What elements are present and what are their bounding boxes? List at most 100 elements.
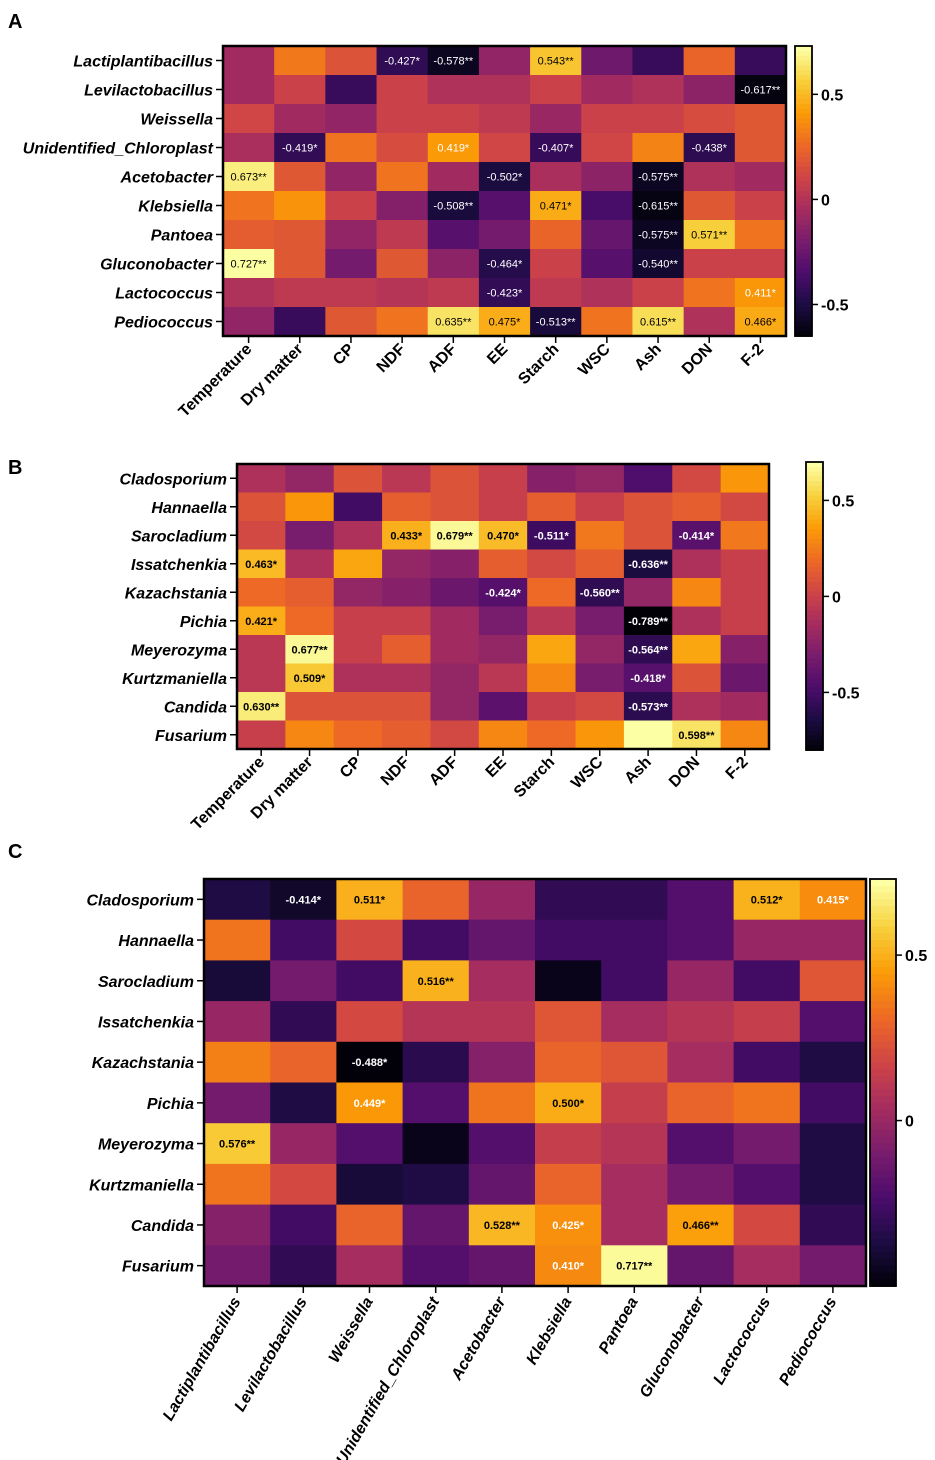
colorbar-segment <box>870 1007 896 1016</box>
colorbar-segment <box>806 553 823 559</box>
cell-value-label: 0.433* <box>390 530 423 542</box>
cell-value-label: 0.509* <box>294 673 327 685</box>
heatmap-cell <box>733 919 801 961</box>
cell-value-label: 0.419* <box>437 143 470 155</box>
heatmap-cell <box>581 162 634 192</box>
heatmap-cell <box>733 1001 801 1043</box>
heatmap-cell <box>325 220 378 250</box>
colorbar-segment <box>795 195 812 202</box>
cell-value-label: -0.617** <box>741 85 781 97</box>
heatmap-cell <box>430 521 480 551</box>
row-label: Acetobacter <box>120 170 214 187</box>
heatmap-cell <box>468 1001 536 1043</box>
column-label: DON <box>666 754 703 791</box>
colorbar-segment <box>795 50 812 57</box>
row-label: Kurtzmaniella <box>122 671 227 688</box>
heatmap-cell <box>223 104 275 134</box>
heatmap-cell <box>274 75 326 105</box>
colorbar-segment <box>795 210 812 216</box>
heatmap-cell <box>601 1123 668 1165</box>
colorbar-segment <box>870 1075 896 1084</box>
cell-value-label: 0.512* <box>751 894 784 906</box>
heatmap-cell <box>237 578 286 608</box>
cell-value-label: 0.615** <box>640 317 677 329</box>
colorbar-segment <box>806 538 823 545</box>
heatmap-cell <box>581 191 634 221</box>
cell-value-label: 0.425* <box>552 1220 585 1232</box>
colorbar-segment <box>795 128 812 134</box>
colorbar-segment <box>795 239 812 245</box>
colorbar-segment <box>806 644 823 650</box>
heatmap-cell <box>376 133 429 163</box>
colorbar-segment <box>806 658 823 665</box>
colorbar-segment <box>795 297 812 303</box>
colorbar-tick-label: 0 <box>905 1114 914 1131</box>
colorbar-segment <box>806 601 823 607</box>
heatmap-cell <box>336 1204 404 1246</box>
cell-value-label: 0.511* <box>354 894 386 906</box>
colorbar-segment <box>806 591 823 598</box>
row-label: Meyerozyma <box>98 1137 194 1154</box>
heatmap-cell <box>535 879 602 921</box>
heatmap-cell <box>601 879 668 921</box>
colorbar-segment <box>806 721 823 727</box>
heatmap-cell <box>530 278 582 308</box>
colorbar-segment <box>806 673 823 679</box>
heatmap-cell <box>601 1163 668 1206</box>
heatmap-cell <box>530 249 582 279</box>
colorbar-segment <box>806 735 823 742</box>
heatmap-cell <box>530 307 582 337</box>
colorbar-segment <box>795 249 812 255</box>
heatmap-cell <box>667 1082 735 1124</box>
heatmap-cell <box>430 635 480 665</box>
cell-value-label: -0.414* <box>286 894 322 906</box>
heatmap-cell <box>623 635 673 665</box>
heatmap-cell <box>478 220 531 250</box>
heatmap-cell <box>683 104 736 134</box>
row-label: Cladosporium <box>86 892 194 909</box>
colorbar-segment <box>795 65 812 71</box>
column-label: Starch <box>515 341 562 388</box>
heatmap-cell <box>623 692 673 722</box>
colorbar-segment <box>806 702 823 708</box>
heatmap-cell <box>237 720 286 750</box>
heatmap-cell <box>672 521 722 551</box>
colorbar-segment <box>870 1231 896 1240</box>
heatmap-cell <box>285 492 335 522</box>
heatmap-cell <box>734 249 787 279</box>
heatmap-cell <box>478 492 528 522</box>
cell-value-label: -0.511* <box>534 530 570 542</box>
heatmap-cell <box>336 960 404 1002</box>
cell-value-label: 0.543** <box>538 56 575 68</box>
heatmap-cell <box>720 663 770 693</box>
heatmap-cell <box>733 1041 801 1084</box>
column-label: Pediococcus <box>776 1294 840 1388</box>
heatmap-cell <box>683 191 736 221</box>
heatmap-cell <box>430 578 480 608</box>
cell-value-label: -0.464* <box>487 259 523 271</box>
heatmap-cell <box>237 692 286 722</box>
heatmap-cell <box>333 692 383 722</box>
heatmap-cell <box>325 133 378 163</box>
column-label: EE <box>483 754 510 781</box>
heatmap-cell <box>734 46 787 76</box>
heatmap-cell <box>336 1001 404 1043</box>
heatmap-cell <box>734 133 787 163</box>
colorbar-segment <box>806 649 823 655</box>
colorbar-segment <box>870 980 896 989</box>
colorbar-segment <box>806 678 823 684</box>
heatmap-cell <box>274 104 326 134</box>
heatmap-cell <box>530 104 582 134</box>
heatmap-cell <box>683 249 736 279</box>
heatmap-cell <box>530 133 582 163</box>
heatmap-cell <box>734 104 787 134</box>
heatmap-cell <box>468 919 536 961</box>
colorbar-segment <box>795 311 812 318</box>
cell-value-label: 0.677** <box>292 644 329 656</box>
cell-value-label: 0.635** <box>435 317 472 329</box>
heatmap-cell <box>575 549 625 579</box>
heatmap-cell <box>478 720 528 750</box>
heatmap-cell <box>427 191 480 221</box>
colorbar-segment <box>806 682 823 689</box>
heatmap-cell <box>535 1041 602 1084</box>
